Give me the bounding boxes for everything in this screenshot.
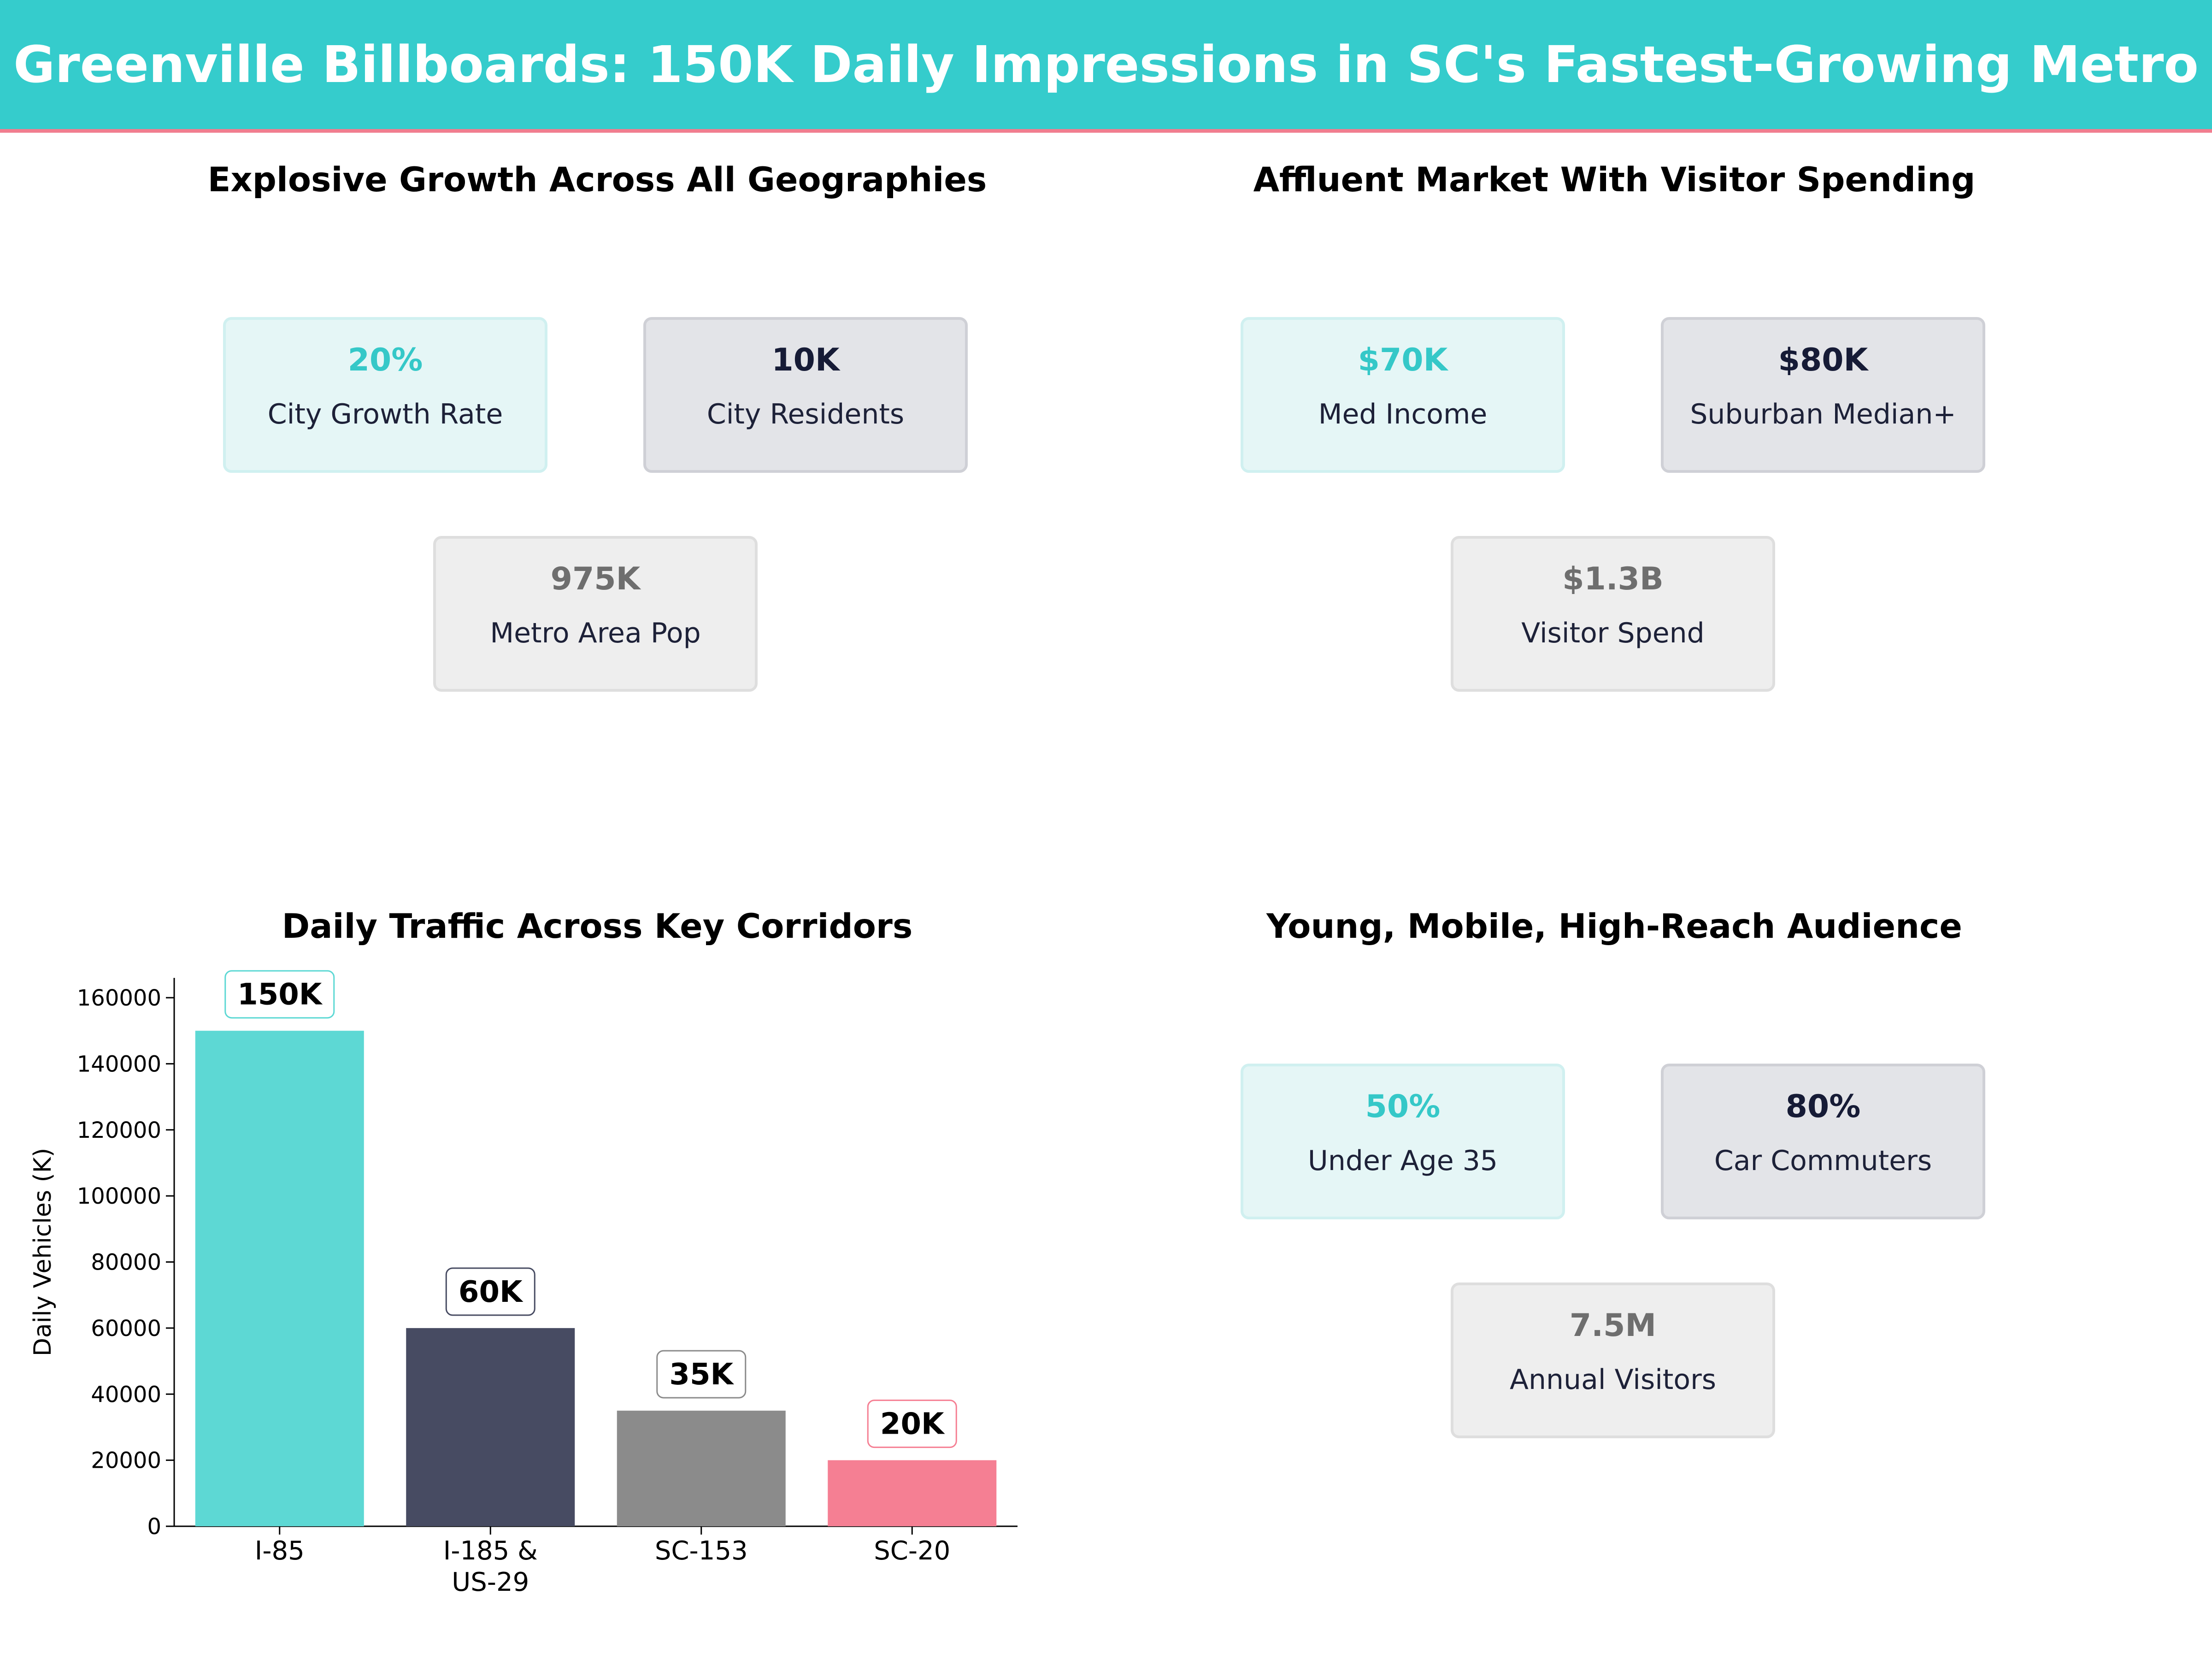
x-tick-label: I-85 (255, 1536, 305, 1566)
stat-card-city-growth-rate: 20% City Growth Rate (223, 317, 547, 473)
stat-label: Metro Area Pop (490, 617, 701, 649)
bar-2 (406, 1328, 575, 1526)
stat-label: Suburban Median+ (1690, 398, 1956, 430)
y-tick-label: 140000 (77, 1051, 161, 1077)
y-tick-label: 20000 (91, 1448, 161, 1474)
data-label-box (224, 970, 335, 1019)
stat-value: 10K (771, 342, 840, 378)
stat-label: City Residents (706, 398, 905, 430)
y-tick-label: 120000 (77, 1118, 161, 1143)
stat-card-annual-visitors: 7.5M Annual Visitors (1451, 1282, 1775, 1438)
stat-label: City Growth Rate (267, 398, 503, 430)
y-tick-label: 160000 (77, 985, 161, 1011)
data-label-box (867, 1400, 957, 1448)
data-label-box (656, 1350, 747, 1399)
x-tick-label: I-185 & US-29 (443, 1536, 538, 1597)
stat-card-under-age-35: 50% Under Age 35 (1241, 1064, 1565, 1219)
stat-label: Annual Visitors (1509, 1364, 1717, 1396)
bar-4 (828, 1460, 997, 1526)
y-axis-label: Daily Vehicles (K) (29, 1148, 57, 1356)
stat-value: 80% (1785, 1088, 1861, 1125)
stat-value: $80K (1778, 342, 1868, 378)
stat-card-suburban-median: $80K Suburban Median+ (1661, 317, 1985, 473)
stat-card-visitor-spend: $1.3B Visitor Spend (1451, 536, 1775, 692)
stat-value: $70K (1358, 342, 1448, 378)
x-tick-label: SC-20 (874, 1536, 950, 1566)
header-banner: Greenville Billboards: 150K Daily Impres… (0, 0, 2212, 133)
growth-panel-title: Explosive Growth Across All Geographies (207, 160, 987, 200)
stat-card-med-income: $70K Med Income (1241, 317, 1565, 473)
traffic-bar-chart: 0 20000 40000 60000 80000 100000 120000 140000 1… (29, 970, 1018, 1597)
stat-card-car-commuters: 80% Car Commuters (1661, 1064, 1985, 1219)
stat-label: Med Income (1318, 398, 1488, 430)
y-tick-label: 0 (147, 1514, 161, 1540)
page-title: Greenville Billboards: 150K Daily Impres… (13, 35, 2199, 94)
data-label-box (445, 1267, 535, 1316)
y-tick-label: 80000 (91, 1250, 161, 1276)
data-label: 60K (459, 1275, 524, 1309)
traffic-panel-title: Daily Traffic Across Key Corridors (282, 907, 913, 946)
stat-label: Visitor Spend (1521, 617, 1705, 649)
stat-value: $1.3B (1562, 561, 1664, 597)
x-tick-label: SC-153 (655, 1536, 748, 1566)
bar-3 (617, 1411, 786, 1526)
stat-value: 975K (550, 561, 641, 597)
y-tick-label: 40000 (91, 1382, 161, 1407)
stat-card-city-residents: 10K City Residents (643, 317, 968, 473)
stat-value: 7.5M (1569, 1307, 1657, 1344)
audience-panel-title: Young, Mobile, High-Reach Audience (1266, 907, 1962, 946)
y-tick-label: 60000 (91, 1316, 161, 1341)
stat-value: 50% (1365, 1088, 1441, 1125)
affluent-panel-title: Affluent Market With Visitor Spending (1253, 160, 1976, 200)
stat-value: 20% (347, 342, 423, 378)
data-label: 35K (669, 1358, 734, 1392)
data-label: 150K (237, 978, 323, 1012)
stat-label: Car Commuters (1714, 1145, 1932, 1177)
stat-label: Under Age 35 (1307, 1145, 1498, 1177)
y-tick-label: 100000 (77, 1183, 161, 1209)
bar-1 (195, 1030, 364, 1526)
data-label: 20K (880, 1407, 945, 1441)
stat-card-metro-area-pop: 975K Metro Area Pop (433, 536, 758, 692)
